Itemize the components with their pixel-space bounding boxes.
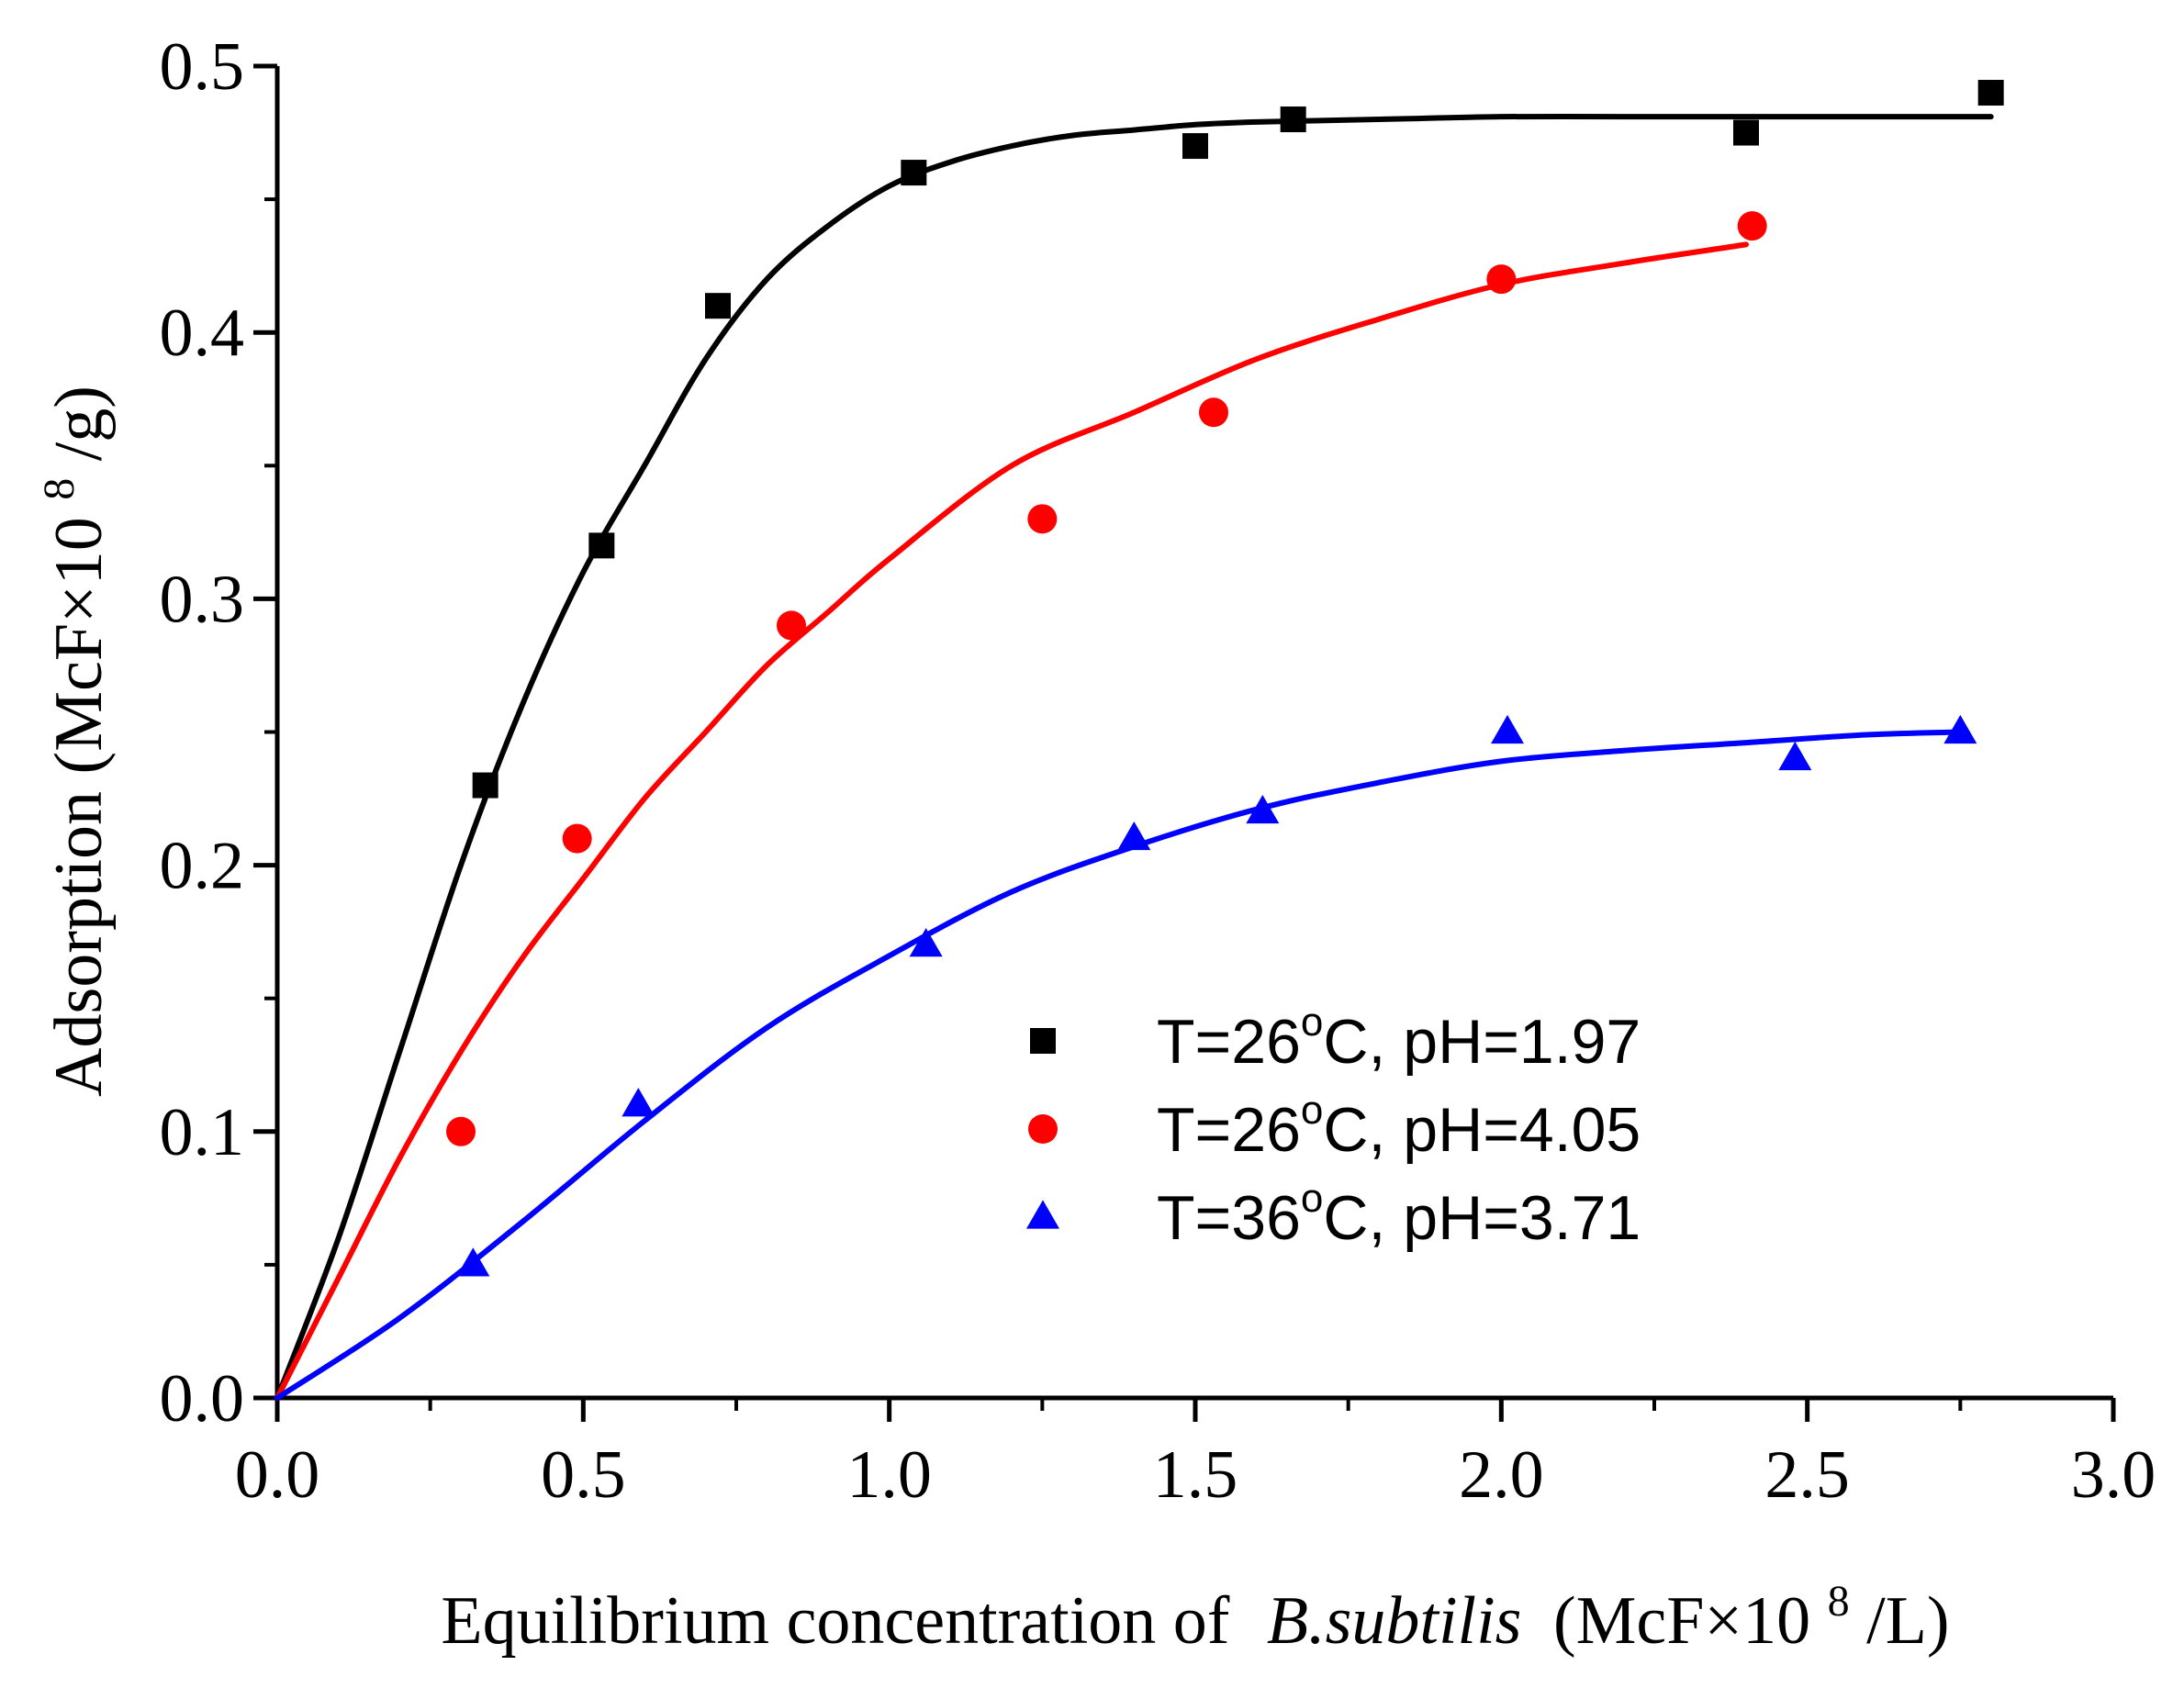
legend-label-ph-3-71: T=36oC, pH=3.71: [1157, 1176, 1641, 1253]
data-point-ph-1-97: [1977, 80, 2004, 106]
fit-curve-ph-1-97: [274, 113, 1994, 1401]
data-point-ph-4-05: [1486, 264, 1517, 295]
data-point-ph-1-97: [1733, 119, 1759, 146]
x-tick-label: 2.5: [1764, 1437, 1850, 1513]
data-point-ph-3-71: [909, 928, 943, 957]
y-tick-label: 0.3: [160, 562, 245, 637]
data-point-ph-3-71: [1246, 794, 1280, 824]
data-point-ph-1-97: [1280, 106, 1306, 133]
data-point-ph-3-71: [456, 1247, 490, 1277]
legend-label-main: T=26: [1157, 1007, 1301, 1077]
x-tick-label: 2.0: [1459, 1437, 1544, 1513]
data-point-ph-3-71: [622, 1088, 655, 1117]
x-tick-label: 3.0: [2071, 1437, 2156, 1513]
y-tick-label: 0.5: [160, 29, 245, 105]
data-point-ph-4-05: [1199, 397, 1228, 428]
x-tick-label: 1.0: [846, 1437, 932, 1513]
data-point-ph-3-71: [1778, 741, 1812, 771]
legend-marker-ph-1-97: [1030, 1028, 1056, 1054]
legend-entry-ph-3-71: T=36oC, pH=3.71: [1026, 1176, 1641, 1253]
legend-label-main: T=36: [1157, 1183, 1301, 1253]
y-tick-label: 0.0: [160, 1361, 245, 1436]
y-tick-label: 0.2: [160, 829, 245, 904]
y-axis-title-close: /g): [41, 386, 117, 461]
y-tick-label: 0.4: [160, 296, 245, 371]
data-point-ph-1-97: [1182, 133, 1208, 160]
legend: T=26oC, pH=1.97T=26oC, pH=4.05T=36oC, pH…: [1026, 1000, 1641, 1253]
data-point-ph-4-05: [777, 610, 806, 641]
legend-label-rest: C, pH=1.97: [1323, 1007, 1641, 1077]
legend-label-degree: o: [1301, 1088, 1323, 1133]
data-point-ph-1-97: [901, 160, 927, 186]
x-tick-label: 0.0: [235, 1437, 320, 1513]
x-tick-label: 0.5: [541, 1437, 626, 1513]
legend-marker-ph-4-05: [1028, 1114, 1058, 1144]
legend-label-degree: o: [1301, 1000, 1323, 1045]
data-point-ph-4-05: [446, 1116, 476, 1146]
data-point-ph-3-71: [1117, 821, 1151, 851]
x-axis-title: Equilibrium concentration of B.subtilis …: [441, 1556, 1949, 1659]
data-point-ph-1-97: [588, 532, 615, 559]
data-point-ph-1-97: [472, 772, 498, 799]
x-axis-title-unit: (McF×10: [1553, 1583, 1810, 1659]
data-point-ph-3-71: [1943, 714, 1977, 744]
x-axis-title-unit-close: /L): [1866, 1583, 1949, 1659]
legend-label-ph-4-05: T=26oC, pH=4.05: [1157, 1088, 1641, 1165]
fit-curves: [274, 113, 1994, 1401]
legend-entry-ph-4-05: T=26oC, pH=4.05: [1028, 1088, 1641, 1165]
fit-curve-ph-3-71: [274, 729, 1964, 1401]
data-point-ph-4-05: [562, 823, 592, 854]
y-tick-label: 0.1: [160, 1095, 245, 1170]
data-point-ph-4-05: [1027, 504, 1058, 534]
x-axis-title-prefix: Equilibrium concentration of: [441, 1583, 1229, 1659]
y-axis-title-text: Adsorption (McF×10: [41, 517, 117, 1097]
data-point-ph-1-97: [705, 293, 731, 319]
x-axis-title-italic: B.subtilis: [1267, 1583, 1522, 1659]
legend-label-main: T=26: [1157, 1095, 1301, 1165]
fit-curve-ph-4-05: [274, 241, 1749, 1401]
data-point-ph-4-05: [1737, 211, 1767, 241]
data-points: [446, 80, 2004, 1277]
legend-label-ph-1-97: T=26oC, pH=1.97: [1157, 1000, 1641, 1077]
legend-entry-ph-1-97: T=26oC, pH=1.97: [1030, 1000, 1641, 1077]
ticks: 0.0 0.5 1.0 1.5 2.0 2.5 3.0 0.0 0.1 0.2 0.3 0.4 0.5: [160, 29, 2156, 1513]
y-axis-title: Adsorption (McF×10 8 /g): [14, 386, 117, 1097]
legend-marker-ph-3-71: [1026, 1200, 1059, 1229]
data-point-ph-3-71: [1491, 714, 1524, 744]
x-axis-title-unit-sup: 8: [1828, 1577, 1850, 1626]
legend-label-rest: C, pH=3.71: [1323, 1183, 1641, 1253]
y-axis-title-sup: 8: [35, 478, 84, 500]
legend-label-rest: C, pH=4.05: [1323, 1095, 1641, 1165]
legend-label-degree: o: [1301, 1176, 1323, 1221]
x-tick-label: 1.5: [1153, 1437, 1238, 1513]
